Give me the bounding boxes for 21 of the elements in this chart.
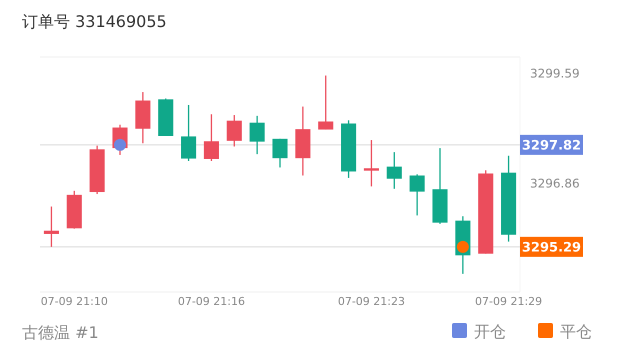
candlestick: [204, 114, 219, 162]
candlestick: [181, 104, 196, 162]
y-tick-label: 3299.59: [530, 66, 580, 81]
text: 古德温 #1: [22, 323, 99, 342]
candlestick: [386, 151, 402, 190]
candlestick: [226, 114, 242, 148]
chart-title: 订单号 331469055: [22, 12, 167, 31]
x-tick-label: 07-09 21:10: [40, 295, 108, 308]
candlestick: [250, 115, 265, 155]
legend-label: 平仓: [560, 322, 592, 341]
ref-line-label: 3297.82: [522, 138, 582, 154]
x-tick-label: 07-09 21:16: [178, 295, 246, 308]
y-tick-label: 3296.86: [530, 176, 580, 191]
x-tick-label: 07-09 21:29: [474, 295, 542, 308]
x-tick-label: 07-09 21:23: [338, 295, 406, 308]
candlestick: [318, 74, 334, 130]
candlestick: [44, 206, 59, 248]
legend-label: 开仓: [474, 322, 506, 341]
candlestick: [410, 174, 425, 216]
candlestick: [272, 138, 288, 168]
ref-line-label: 3295.29: [522, 240, 582, 256]
